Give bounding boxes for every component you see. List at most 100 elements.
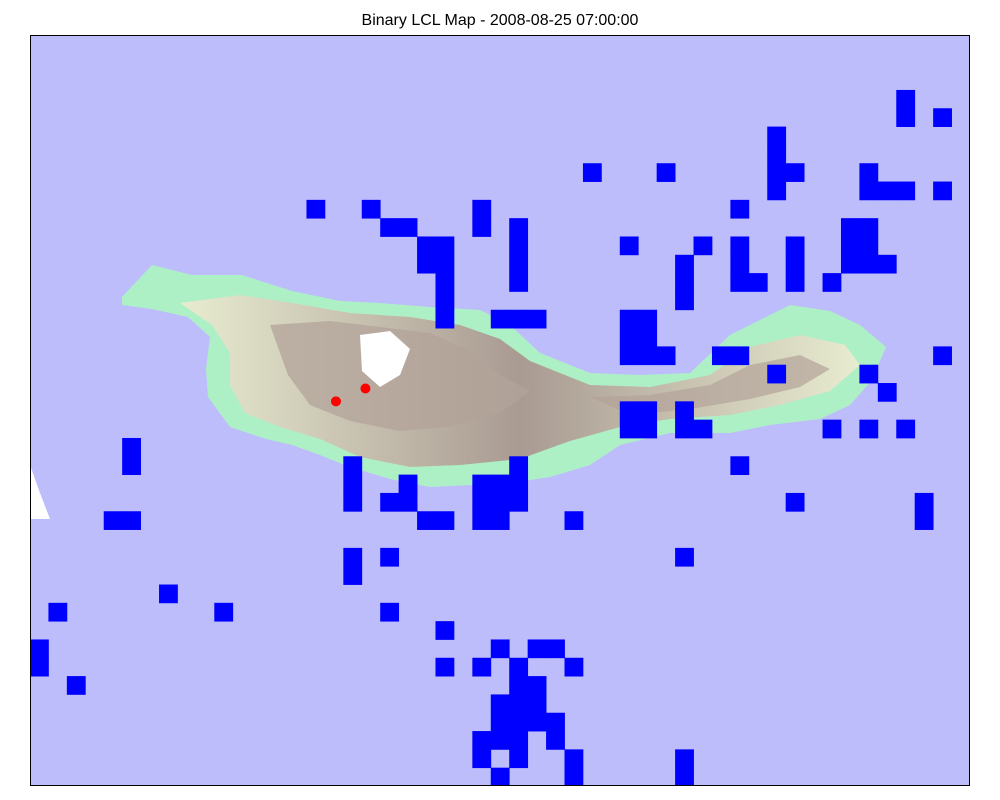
lcl-cell bbox=[472, 474, 492, 494]
lcl-cell bbox=[638, 419, 658, 439]
lcl-cell bbox=[417, 511, 436, 530]
lcl-cell bbox=[675, 291, 694, 311]
lcl-cell bbox=[361, 199, 381, 219]
station-marker[interactable] bbox=[330, 396, 341, 407]
lcl-cell bbox=[859, 181, 879, 201]
lcl-cell bbox=[509, 236, 529, 256]
lcl-cell bbox=[896, 89, 916, 109]
lcl-cell bbox=[527, 712, 547, 732]
lcl-cell bbox=[619, 401, 639, 421]
lcl-cell bbox=[435, 254, 455, 274]
lcl-cell bbox=[48, 602, 68, 622]
lcl-cell bbox=[933, 181, 952, 201]
lcl-cell bbox=[822, 419, 842, 439]
lcl-cell bbox=[435, 657, 455, 677]
lcl-cell bbox=[30, 657, 49, 677]
stations-layer bbox=[330, 383, 371, 407]
lcl-cell bbox=[472, 218, 492, 237]
lcl-cell bbox=[527, 639, 547, 659]
lcl-cell bbox=[767, 163, 787, 182]
lcl-cell bbox=[343, 474, 363, 494]
lcl-cell bbox=[214, 602, 234, 622]
lcl-cell bbox=[546, 712, 565, 732]
lcl-cell bbox=[933, 346, 952, 366]
lcl-cell bbox=[509, 254, 529, 274]
lcl-cell bbox=[785, 492, 805, 512]
lcl-cell bbox=[785, 254, 805, 274]
lcl-cell bbox=[122, 511, 141, 530]
lcl-cell bbox=[398, 218, 418, 237]
lcl-cell bbox=[509, 273, 529, 292]
lcl-cell bbox=[859, 218, 879, 237]
lcl-cell bbox=[490, 474, 510, 494]
lcl-cell bbox=[767, 181, 787, 201]
lcl-cell bbox=[859, 364, 879, 384]
lcl-cell bbox=[343, 547, 363, 567]
lcl-cell bbox=[398, 492, 418, 512]
lcl-cell bbox=[638, 309, 658, 329]
lcl-cell bbox=[767, 126, 787, 146]
lcl-cell bbox=[435, 236, 455, 256]
lcl-cell bbox=[490, 712, 510, 732]
lcl-cell bbox=[711, 346, 731, 366]
lcl-cells-layer bbox=[30, 89, 952, 786]
lcl-cell bbox=[490, 492, 510, 512]
lcl-cell bbox=[675, 419, 694, 439]
lcl-cell bbox=[66, 676, 86, 695]
lcl-cell bbox=[675, 749, 694, 769]
coast-fragment bbox=[30, 465, 50, 519]
lcl-cell bbox=[527, 676, 547, 695]
lcl-cell bbox=[896, 108, 916, 127]
lcl-cell bbox=[30, 639, 49, 659]
lcl-cell bbox=[693, 236, 713, 256]
lcl-cell bbox=[859, 163, 879, 182]
lcl-cell bbox=[859, 419, 879, 439]
lcl-cell bbox=[509, 492, 529, 512]
lcl-cell bbox=[656, 163, 676, 182]
lcl-cell bbox=[490, 309, 510, 329]
lcl-cell bbox=[435, 621, 455, 640]
lcl-cell bbox=[103, 511, 123, 530]
lcl-cell bbox=[527, 694, 547, 714]
lcl-cell bbox=[490, 694, 510, 714]
lcl-cell bbox=[859, 254, 879, 274]
lcl-cell bbox=[675, 401, 694, 421]
lcl-cell bbox=[564, 749, 584, 769]
lcl-cell bbox=[472, 511, 492, 530]
lcl-cell bbox=[748, 273, 768, 292]
lcl-cell bbox=[343, 456, 363, 476]
lcl-cell bbox=[509, 218, 529, 237]
lcl-cell bbox=[343, 492, 363, 512]
lcl-cell bbox=[619, 328, 639, 347]
lcl-cell bbox=[675, 767, 694, 786]
lcl-cell bbox=[306, 199, 326, 219]
lcl-cell bbox=[472, 657, 492, 677]
lcl-cell bbox=[509, 456, 529, 476]
lcl-cell bbox=[490, 731, 510, 750]
lcl-cell bbox=[380, 218, 400, 237]
lcl-cell bbox=[380, 492, 400, 512]
lcl-cell bbox=[693, 419, 713, 439]
lcl-cell bbox=[509, 712, 529, 732]
lcl-cell bbox=[730, 254, 750, 274]
lcl-cell bbox=[675, 547, 694, 567]
lcl-cell bbox=[564, 511, 584, 530]
lcl-cell bbox=[914, 511, 934, 530]
lcl-cell bbox=[472, 749, 492, 769]
lcl-cell bbox=[877, 383, 897, 402]
lcl-cell bbox=[859, 236, 879, 256]
lcl-cell bbox=[509, 749, 529, 769]
lcl-cell bbox=[509, 309, 529, 329]
lcl-cell bbox=[767, 364, 787, 384]
lcl-cell bbox=[509, 676, 529, 695]
lcl-cell bbox=[822, 273, 842, 292]
lcl-cell bbox=[490, 511, 510, 530]
lcl-cell bbox=[675, 254, 694, 274]
lcl-cell bbox=[472, 492, 492, 512]
lcl-cell bbox=[619, 236, 639, 256]
station-marker[interactable] bbox=[360, 383, 371, 394]
map-frame bbox=[30, 35, 970, 786]
lcl-cell bbox=[582, 163, 602, 182]
lcl-cell bbox=[435, 273, 455, 292]
lcl-cell bbox=[730, 236, 750, 256]
